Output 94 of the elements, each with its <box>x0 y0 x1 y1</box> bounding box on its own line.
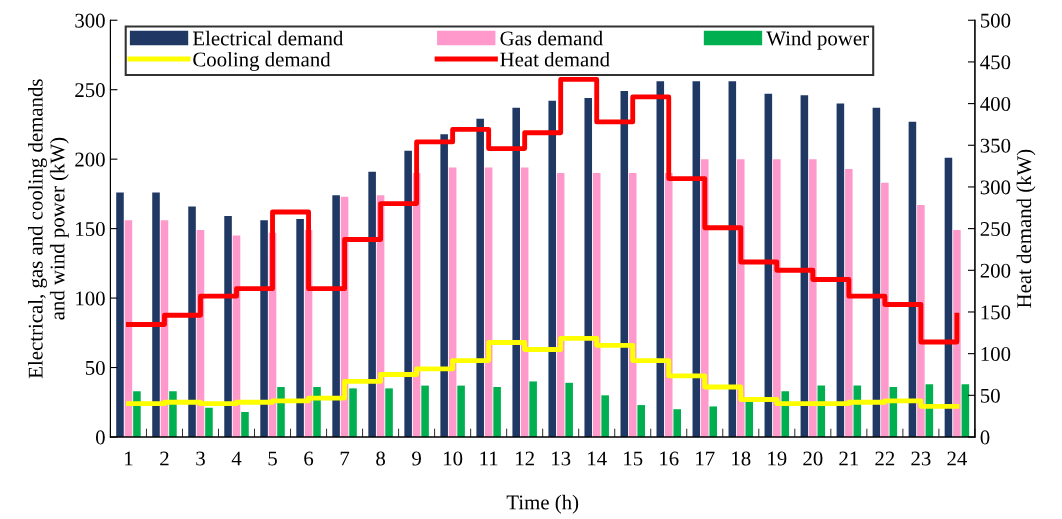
x-tick-label: 7 <box>340 451 350 466</box>
bar <box>637 405 645 437</box>
bar <box>584 98 593 437</box>
y-tick-label: 0 <box>95 430 105 445</box>
bar <box>781 391 790 437</box>
x-tick-label: 15 <box>624 451 643 466</box>
bar <box>349 388 357 437</box>
x-tick-label: 3 <box>196 451 205 466</box>
x-tick-label: 18 <box>732 451 751 466</box>
y-tick-label: 50 <box>85 360 105 375</box>
bar <box>773 159 781 437</box>
bar <box>673 409 681 437</box>
x-tick-label: 9 <box>412 451 421 466</box>
bar <box>764 93 773 437</box>
x-tick-label: 10 <box>444 451 463 466</box>
x-tick-label: 8 <box>376 451 386 466</box>
y2-tick-label: 50 <box>980 388 1000 403</box>
x-tick-label: 20 <box>803 451 823 466</box>
y-tick-label: 300 <box>75 13 105 28</box>
legend-label: Electrical demand <box>192 30 344 46</box>
x-tick-label: 5 <box>268 451 277 466</box>
bar <box>440 134 448 437</box>
bar <box>457 385 465 437</box>
bar <box>845 168 853 437</box>
x-tick-label: 6 <box>304 451 314 466</box>
x-tick-label: 12 <box>516 451 534 466</box>
x-tick-label: 17 <box>696 451 715 466</box>
y2-tick-label: 500 <box>980 13 1011 28</box>
y2-tick-label: 0 <box>980 430 990 445</box>
bar <box>692 81 701 437</box>
y2-tick-label: 200 <box>980 263 1011 278</box>
bar <box>241 411 249 437</box>
x-tick-label: 16 <box>660 451 679 466</box>
bar <box>224 216 232 437</box>
y2-tick-label: 350 <box>980 138 1011 153</box>
bar <box>421 385 429 437</box>
bar <box>601 395 609 437</box>
y2-axis-title: Heat demand (kW) <box>1016 149 1036 308</box>
bar <box>205 407 213 437</box>
y2-tick-label: 300 <box>980 180 1011 195</box>
bar <box>728 81 737 437</box>
bar <box>332 195 340 437</box>
y-tick-label: 250 <box>75 83 105 98</box>
bar <box>188 206 196 437</box>
x-tick-label: 4 <box>231 451 242 466</box>
x-tick-label: 14 <box>588 451 607 466</box>
y2-tick-label: 400 <box>980 96 1011 112</box>
bar <box>368 171 376 437</box>
x-tick-label: 21 <box>839 451 859 466</box>
x-tick-label: 2 <box>160 451 169 466</box>
y2-tick-label: 150 <box>981 305 1011 320</box>
bar <box>296 218 304 437</box>
legend-label: Cooling demand <box>193 51 331 71</box>
bar <box>745 400 754 437</box>
bar <box>548 100 557 437</box>
y-tick-label: 100 <box>76 291 105 306</box>
x-tick-label: 23 <box>911 451 931 466</box>
bar <box>152 192 160 437</box>
bar <box>809 159 817 437</box>
x-tick-label: 13 <box>552 451 571 466</box>
bar <box>565 382 573 437</box>
x-tick-label: 22 <box>875 451 895 466</box>
bar <box>529 381 537 437</box>
bar <box>620 91 629 437</box>
bar <box>313 386 321 437</box>
bar <box>493 386 501 437</box>
bar <box>260 220 268 437</box>
y2-tick-label: 100 <box>981 347 1011 362</box>
legend-label: Gas demand <box>500 30 603 46</box>
bar <box>664 173 673 437</box>
y2-tick-label: 250 <box>980 221 1011 237</box>
bar <box>628 173 637 437</box>
bar <box>800 95 809 437</box>
bar <box>404 150 412 437</box>
bar <box>881 182 889 437</box>
y-axis-title: Electrical, gas and cooling demands and wind power (kW) <box>28 79 69 379</box>
bar <box>116 192 124 437</box>
x-tick-label: 19 <box>768 451 787 466</box>
x-tick-label: 1 <box>125 451 133 466</box>
legend-label: Heat demand <box>500 51 610 67</box>
bar <box>385 388 393 437</box>
bar <box>512 107 520 437</box>
legend-label: Wind power <box>766 30 869 50</box>
x-tick-label: 24 <box>947 451 967 466</box>
y-tick-label: 150 <box>76 221 105 237</box>
bar <box>656 81 665 437</box>
bar <box>961 384 970 437</box>
bar <box>476 118 484 437</box>
y2-tick-label: 450 <box>980 55 1011 70</box>
y-tick-label: 200 <box>75 152 105 167</box>
bar <box>709 406 718 437</box>
x-tick-label: 11 <box>480 451 498 466</box>
bar <box>277 386 285 437</box>
x-axis-title: Time (h) <box>506 494 579 514</box>
